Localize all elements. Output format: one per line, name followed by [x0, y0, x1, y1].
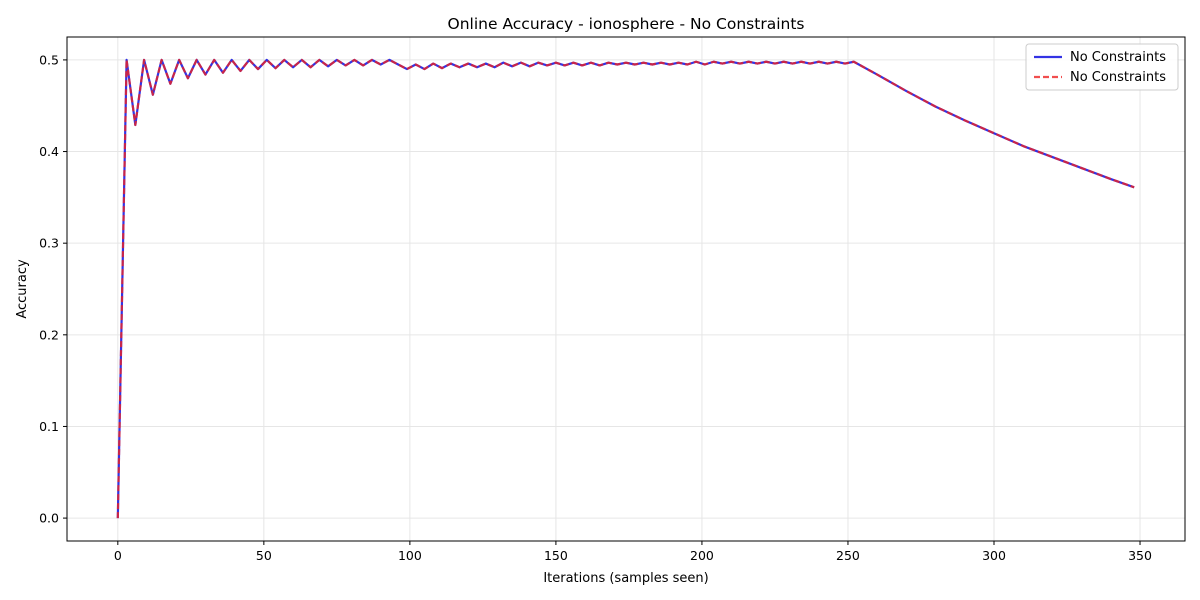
x-tick-label: 100	[398, 548, 422, 563]
legend-label-series-2: No Constraints	[1070, 70, 1166, 85]
legend: No Constraints No Constraints	[1025, 43, 1179, 91]
x-tick-label: 350	[1128, 548, 1152, 563]
axis-ticks: 0 50 100 150 200 250 300 350 0.0 0.1 0.2 0.3 0.4 0.5	[39, 52, 1152, 563]
y-tick-label: 0.1	[39, 419, 59, 434]
legend-box	[1025, 43, 1179, 91]
x-tick-label: 0	[114, 548, 122, 563]
data-lines	[116, 58, 1135, 519]
x-tick-label: 200	[690, 548, 714, 563]
x-tick-label: 300	[982, 548, 1006, 563]
y-tick-label: 0.4	[39, 144, 59, 159]
plot-frame	[66, 36, 1186, 542]
y-tick-label: 0.0	[39, 511, 59, 526]
y-tick-label: 0.2	[39, 327, 59, 342]
y-axis-label: Accuracy	[15, 259, 30, 319]
y-tick-label: 0.3	[39, 236, 59, 251]
grid-lines	[67, 37, 1185, 541]
chart-title: Online Accuracy - ionosphere - No Constr…	[448, 15, 805, 33]
x-tick-label: 50	[256, 548, 272, 563]
x-tick-label: 150	[544, 548, 568, 563]
legend-label-series-1: No Constraints	[1070, 50, 1166, 65]
x-axis-label: Iterations (samples seen)	[543, 571, 708, 586]
series-line-2	[116, 58, 1135, 519]
x-tick-label: 250	[836, 548, 860, 563]
y-tick-label: 0.5	[39, 52, 59, 67]
